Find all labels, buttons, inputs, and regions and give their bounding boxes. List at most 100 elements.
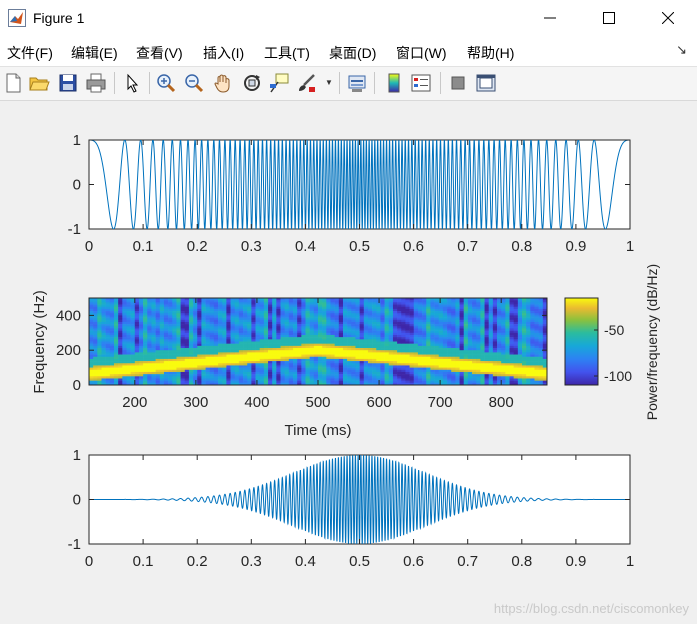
spectrogram-cell bbox=[342, 317, 348, 321]
maximize-button[interactable] bbox=[586, 0, 632, 36]
spectrogram-cell bbox=[288, 313, 294, 316]
spectrogram-cell bbox=[342, 339, 348, 342]
brush-dropdown-arrow-icon[interactable]: ▼ bbox=[325, 78, 333, 87]
zoom-out-icon[interactable] bbox=[183, 72, 205, 94]
spectrogram-cell bbox=[176, 343, 181, 347]
data-cursor-icon[interactable] bbox=[268, 72, 290, 94]
spectrogram-cell bbox=[330, 315, 335, 318]
spectrogram-cell bbox=[488, 361, 494, 364]
brush-icon[interactable] bbox=[296, 72, 318, 94]
menu-file[interactable]: 文件(F) bbox=[7, 45, 53, 61]
spectrogram-cell bbox=[176, 361, 181, 364]
link-plot-icon[interactable] bbox=[346, 72, 368, 94]
hide-plot-tools-icon[interactable] bbox=[447, 72, 469, 94]
spectrogram-cell bbox=[405, 311, 410, 314]
menu-help[interactable]: 帮助(H) bbox=[467, 45, 515, 61]
spectrogram-cell bbox=[322, 332, 327, 336]
spectrogram-cell bbox=[255, 339, 261, 342]
spectrogram-cell bbox=[105, 380, 111, 384]
spectrogram-cell bbox=[434, 350, 440, 353]
spectrogram-cell bbox=[276, 358, 281, 362]
open-file-icon[interactable] bbox=[28, 72, 50, 94]
spectrogram-cell bbox=[180, 358, 186, 362]
rotate-3d-icon[interactable] bbox=[241, 72, 263, 94]
close-button[interactable] bbox=[645, 0, 691, 36]
spectrogram-cell bbox=[272, 300, 277, 303]
spectrogram-cell bbox=[509, 350, 514, 353]
spectrogram-cell bbox=[426, 354, 431, 358]
print-icon[interactable] bbox=[85, 72, 107, 94]
new-figure-icon[interactable] bbox=[2, 72, 24, 94]
spectrogram-cell bbox=[309, 321, 315, 325]
spectrogram-cell bbox=[89, 330, 94, 334]
spectrogram-cell bbox=[126, 304, 131, 307]
spectrogram-cell bbox=[405, 324, 410, 327]
spectrogram-cell bbox=[372, 367, 377, 371]
menu-edit[interactable]: 编辑(E) bbox=[71, 45, 118, 61]
pan-icon[interactable] bbox=[212, 72, 234, 94]
spectrogram-cell bbox=[322, 313, 327, 316]
show-plot-tools-icon[interactable] bbox=[475, 72, 497, 94]
spectrogram-cell bbox=[243, 330, 248, 334]
spectrogram-cell bbox=[230, 343, 236, 347]
spectrogram-cell bbox=[97, 304, 102, 307]
spectrogram-cell bbox=[542, 343, 548, 347]
spectrogram-cell bbox=[163, 302, 169, 305]
spectrogram-cell bbox=[447, 341, 452, 344]
spectrogram-cell bbox=[288, 374, 294, 377]
spectrogram-cell bbox=[138, 337, 144, 340]
spectrogram-cell bbox=[442, 378, 448, 381]
spectrogram-cell bbox=[392, 374, 398, 377]
spectrogram-cell bbox=[488, 317, 494, 321]
spectrogram-cell bbox=[184, 334, 190, 338]
spectrogram-cell bbox=[451, 374, 456, 377]
spectrogram-cell bbox=[147, 358, 152, 362]
zoom-in-icon[interactable] bbox=[155, 72, 177, 94]
colorbar[interactable]: -50 -100 Power/frequency (dB/Hz) bbox=[564, 264, 660, 420]
colorbar-icon[interactable] bbox=[383, 72, 405, 94]
menu-tools[interactable]: 工具(T) bbox=[264, 45, 310, 61]
spectrogram-cell bbox=[205, 363, 211, 366]
spectrogram-cell bbox=[305, 304, 310, 307]
legend-icon[interactable] bbox=[410, 72, 432, 94]
spectrogram-cell bbox=[184, 348, 190, 351]
spectrogram-cell bbox=[155, 356, 161, 360]
menu-view[interactable]: 查看(V) bbox=[136, 45, 183, 61]
menu-window[interactable]: 窗口(W) bbox=[396, 45, 447, 61]
spectrogram-cell bbox=[159, 306, 165, 310]
spectrogram-cell bbox=[442, 328, 448, 331]
menu-insert[interactable]: 插入(I) bbox=[203, 45, 245, 61]
save-icon[interactable] bbox=[57, 72, 79, 94]
windowed-chirp-plot[interactable]: 0 0.1 0.2 0.3 0.4 0.5 0.6 0.7 0.8 0.9 1 10-1 bbox=[68, 447, 635, 570]
spectrogram-cell bbox=[268, 328, 273, 331]
spectrogram-cell bbox=[492, 337, 498, 340]
spectrogram-cell bbox=[268, 304, 273, 307]
spectrogram-cell bbox=[263, 352, 269, 355]
pointer-icon[interactable] bbox=[121, 72, 143, 94]
chirp-plot[interactable]: 0 0.1 0.2 0.3 0.4 0.5 0.6 0.7 0.8 0.9 1 10-1 bbox=[68, 132, 635, 255]
spectrogram-cell bbox=[134, 365, 140, 368]
spectrogram-cell bbox=[280, 311, 285, 314]
spectrogram-cell bbox=[188, 302, 194, 305]
spectrogram-cell bbox=[109, 313, 115, 316]
spectrogram-cell bbox=[222, 321, 227, 325]
axes1-xtick-labels: 0 0.1 0.2 0.3 0.4 0.5 0.6 0.7 0.8 0.9 1 bbox=[85, 238, 634, 255]
spectrogram-cell bbox=[455, 339, 460, 342]
undock-arrow-icon[interactable]: ↘ bbox=[676, 42, 687, 57]
spectrogram-cell bbox=[159, 378, 165, 381]
spectrogram-cell bbox=[380, 367, 385, 371]
minimize-button[interactable] bbox=[527, 0, 573, 36]
spectrogram-cell bbox=[397, 317, 402, 321]
spectrogram-cell bbox=[326, 311, 331, 314]
spectrogram-cell bbox=[442, 369, 448, 373]
spectrogram-cell bbox=[301, 343, 306, 347]
spectrogram-cell bbox=[413, 332, 419, 336]
spectrogram-cell bbox=[413, 343, 419, 347]
spectrogram-cell bbox=[384, 308, 390, 312]
menu-desktop[interactable]: 桌面(D) bbox=[329, 45, 377, 61]
spectrogram-cell bbox=[384, 324, 390, 327]
spectrogram-cell bbox=[330, 311, 335, 314]
spectrogram-cell bbox=[297, 328, 302, 331]
spectrogram-cell bbox=[201, 352, 206, 355]
